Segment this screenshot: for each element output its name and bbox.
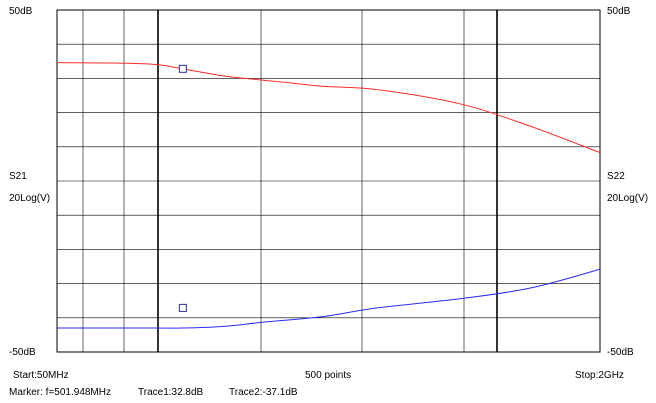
- left-axis-name: S21: [9, 171, 27, 182]
- marker-2: [178, 303, 187, 312]
- right-top-label: 50dB: [607, 6, 631, 17]
- grid: [56, 9, 601, 353]
- left-top-label: 50dB: [9, 6, 33, 17]
- right-axis-name: S22: [607, 171, 625, 182]
- traces: [56, 62, 601, 329]
- trace2-value: Trace2:-37.1dB: [229, 387, 298, 398]
- points-count: 500 points: [305, 370, 352, 381]
- start-frequency: Start:50MHz: [13, 370, 69, 381]
- marker-1: [178, 64, 187, 73]
- trace-s22: [56, 268, 601, 329]
- right-bottom-label: -50dB: [607, 347, 634, 358]
- right-axis-unit: 20Log(V): [607, 193, 649, 204]
- marker-frequency: Marker: f=501.948MHz: [9, 387, 111, 398]
- left-axis-unit: 20Log(V): [9, 193, 51, 204]
- trace1-value: Trace1:32.8dB: [138, 387, 204, 398]
- markers: [178, 64, 187, 312]
- stop-frequency: Stop:2GHz: [575, 370, 624, 381]
- left-bottom-label: -50dB: [9, 347, 36, 358]
- trace-s21: [56, 62, 601, 154]
